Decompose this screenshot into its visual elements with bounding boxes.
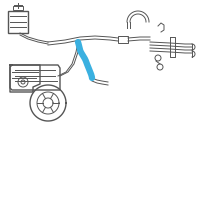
Bar xyxy=(8,11,28,33)
Bar xyxy=(118,36,128,43)
